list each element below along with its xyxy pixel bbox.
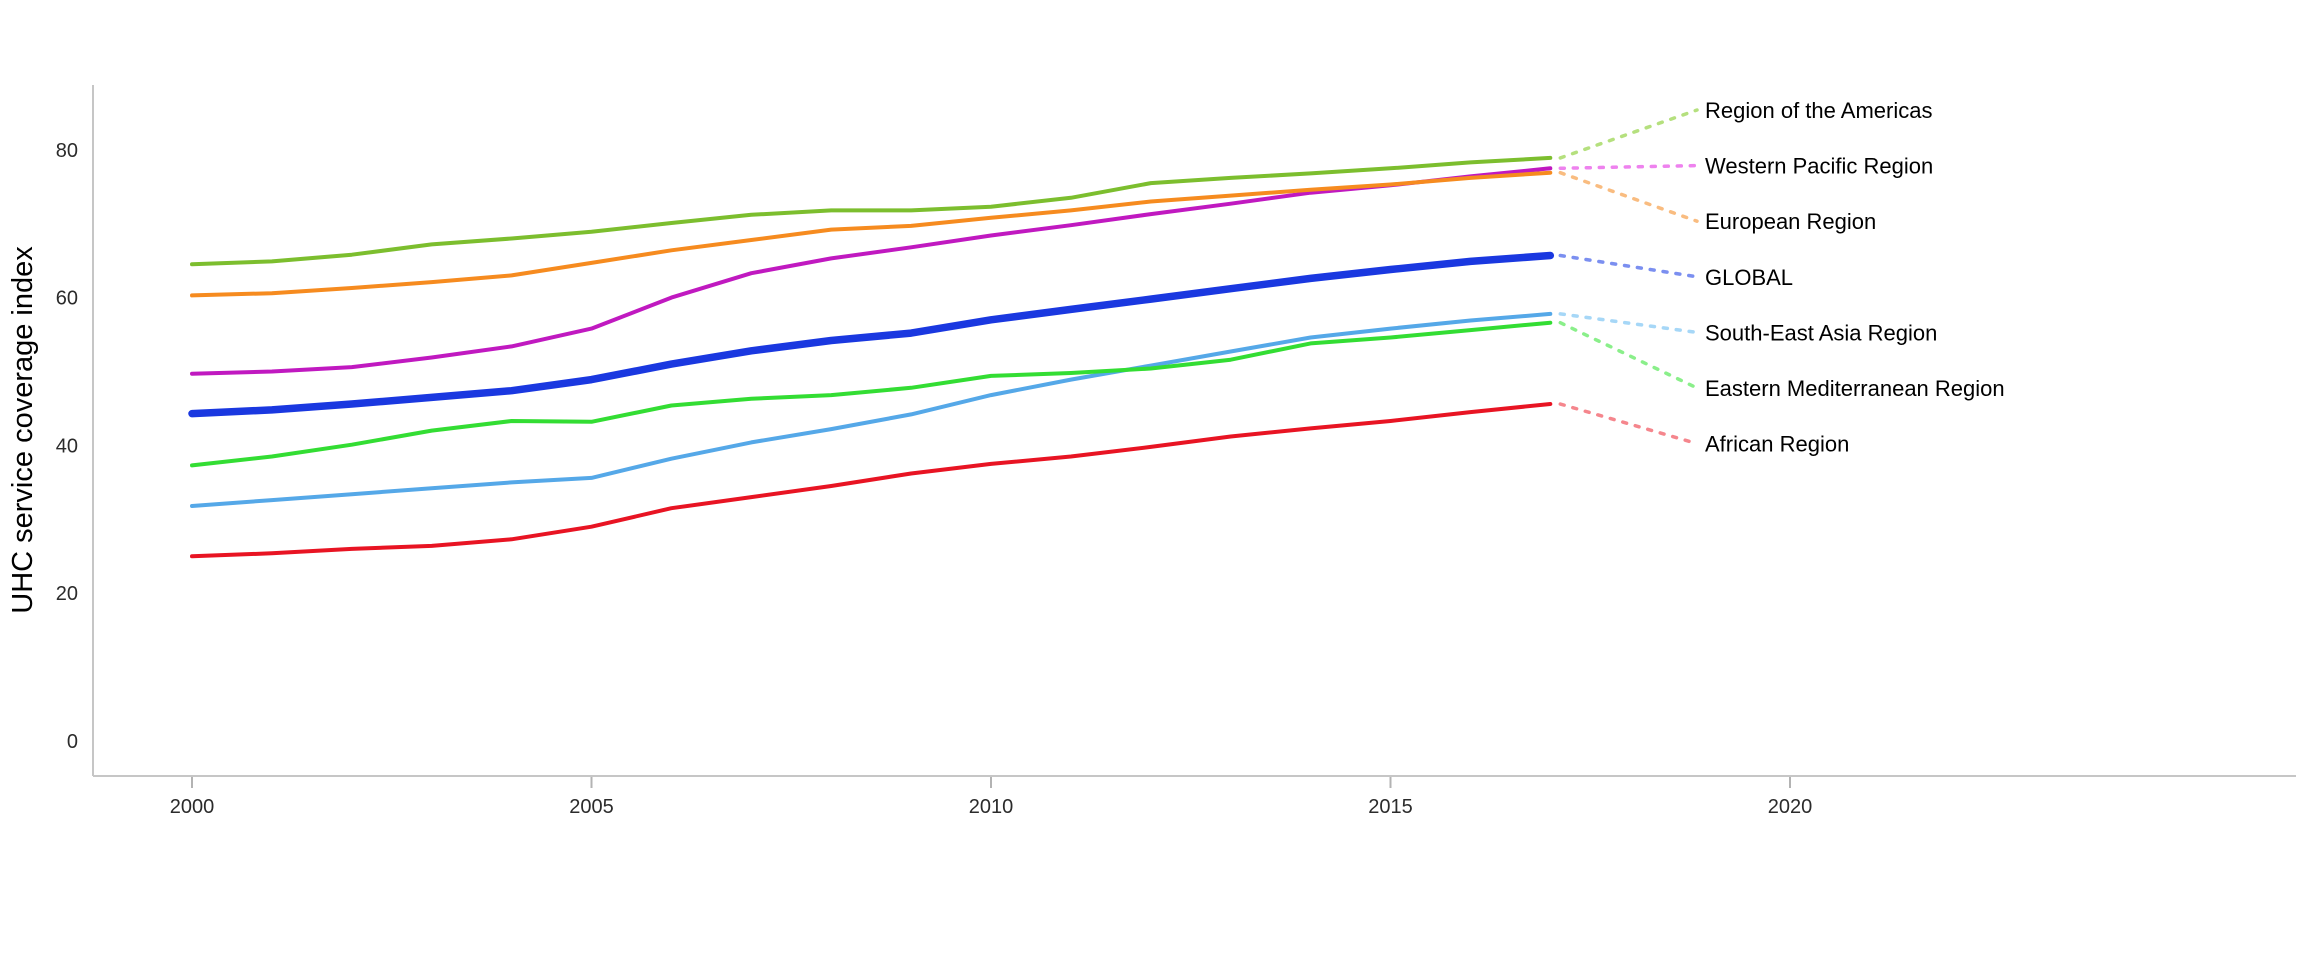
series-line-eastern-mediterranean-region [190, 320, 1553, 468]
x-tick-label: 2000 [170, 796, 215, 818]
y-tick-label: 60 [56, 288, 78, 310]
x-tick-label: 2020 [1768, 796, 1813, 818]
leader-line-global [1558, 253, 1699, 279]
leader-line-south-east-asia-region [1558, 312, 1699, 335]
y-tick-label: 80 [56, 140, 78, 162]
series-line-western-pacific-region [190, 166, 1553, 376]
y-tick-label: 40 [56, 435, 78, 457]
x-tick-label: 2005 [569, 796, 614, 818]
series-labels: Region of the Americas Western Pacific Re… [1705, 98, 2005, 457]
series-line-global [188, 251, 1555, 418]
series-label-south-east-asia-region: South-East Asia Region [1705, 320, 1937, 345]
y-axis-ticks: 0 20 40 60 80 [56, 140, 78, 753]
x-axis-ticks: 2000 2005 2010 2015 2020 [170, 777, 1813, 818]
y-tick-label: 0 [67, 731, 78, 753]
series-label-eastern-mediterranean-region: Eastern Mediterranean Region [1705, 376, 2005, 401]
leader-line-western-pacific-region [1558, 163, 1699, 171]
series-line-region-of-the-americas [190, 155, 1553, 267]
x-tick-label: 2010 [969, 796, 1014, 818]
leader-line-european-region [1558, 170, 1699, 223]
series-label-african-region: African Region [1705, 432, 1849, 457]
leader-line-eastern-mediterranean-region [1558, 320, 1699, 390]
series-line-european-region [190, 170, 1553, 298]
series-label-western-pacific-region: Western Pacific Region [1705, 154, 1933, 179]
x-tick-label: 2015 [1368, 796, 1413, 818]
leader-line-region-of-the-americas [1558, 108, 1699, 160]
series-label-global: GLOBAL [1705, 265, 1793, 290]
series-line-south-east-asia-region [190, 311, 1553, 508]
series-line-african-region [190, 402, 1553, 559]
leader-line-african-region [1558, 402, 1699, 446]
series-label-region-of-the-americas: Region of the Americas [1705, 98, 1932, 123]
leader-lines [1558, 108, 1699, 446]
y-axis-title: UHC service coverage index [7, 246, 39, 614]
series-label-european-region: European Region [1705, 209, 1876, 234]
y-tick-label: 20 [56, 583, 78, 605]
series-lines [188, 155, 1555, 559]
